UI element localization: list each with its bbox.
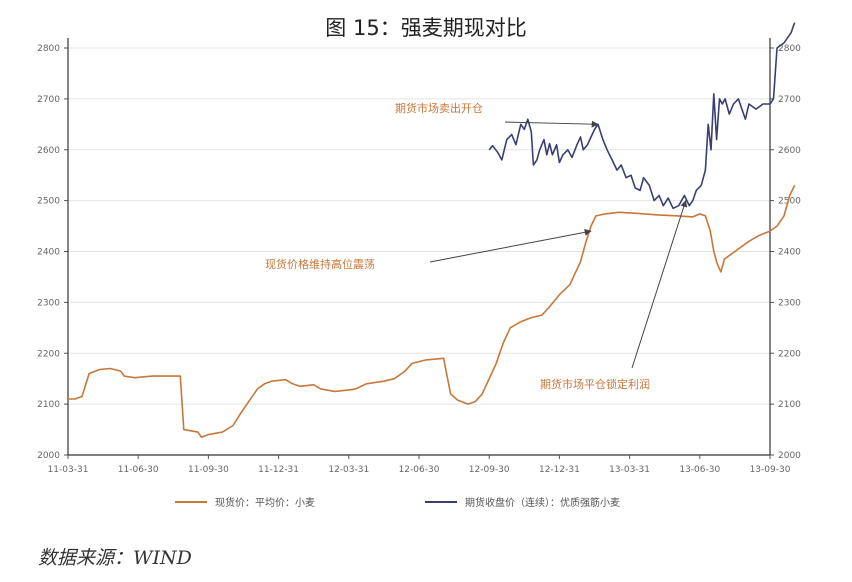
y-left-tick-label: 2700 (37, 95, 60, 105)
x-tick-label: 12-03-31 (328, 465, 369, 475)
y-right-tick-label: 2400 (778, 248, 801, 258)
annotation-arrow (631, 199, 688, 369)
annotation-text: 期货市场卖出开仓 (395, 101, 483, 115)
y-right-tick-label: 2300 (778, 298, 801, 308)
y-left-tick-label: 2400 (37, 248, 60, 258)
x-tick-label: 12-06-30 (399, 465, 440, 475)
y-left-tick-label: 2200 (37, 349, 60, 359)
y-left-tick-label: 2500 (37, 197, 60, 207)
legend-label: 现货价：平均价：小麦 (215, 496, 315, 509)
legend-label: 期货收盘价（连续）：优质强筋小麦 (465, 496, 620, 509)
x-tick-label: 11-03-31 (48, 465, 89, 475)
annotation-text: 期货市场平仓锁定利润 (540, 377, 650, 391)
y-right-tick-label: 2500 (778, 197, 801, 207)
y-right-tick-label: 2100 (778, 400, 801, 410)
y-right-tick-label: 2600 (778, 146, 801, 156)
y-left-tick-label: 2100 (37, 400, 60, 410)
y-right-tick-label: 2000 (778, 451, 801, 461)
x-tick-label: 13-09-30 (750, 465, 791, 475)
axes: 2000 2100 2200 2300 2400 2500 2600 2700 2800 2000… (37, 38, 801, 475)
series-line-2 (488, 22, 796, 210)
y-right-tick-label: 2800 (778, 44, 801, 54)
data-source-note: 数据来源：WIND (38, 547, 192, 569)
y-left-tick-label: 2000 (37, 451, 60, 461)
x-tick-label: 12-12-31 (539, 465, 580, 475)
chart-title: 图 15：强麦期现对比 (325, 16, 527, 40)
x-tick-label: 13-03-31 (609, 465, 650, 475)
annotation-arrow (504, 120, 599, 128)
series-lines (68, 22, 796, 438)
annotation-arrow (429, 228, 592, 263)
x-tick-label: 11-12-31 (258, 465, 299, 475)
annotation-text: 现货价格维持高位震荡 (265, 257, 375, 271)
y-left-tick-label: 2600 (37, 146, 60, 156)
x-tick-label: 12-09-30 (469, 465, 510, 475)
series-line-1 (68, 185, 796, 438)
y-left-tick-label: 2800 (37, 44, 60, 54)
x-tick-label: 11-09-30 (188, 465, 229, 475)
y-right-tick-label: 2200 (778, 349, 801, 359)
y-left-tick-label: 2300 (37, 298, 60, 308)
y-right-tick-label: 2700 (778, 95, 801, 105)
legend: 现货价：平均价：小麦 期货收盘价（连续）：优质强筋小麦 (175, 496, 620, 509)
x-tick-label: 11-06-30 (118, 465, 159, 475)
x-tick-label: 13-06-30 (679, 465, 720, 475)
